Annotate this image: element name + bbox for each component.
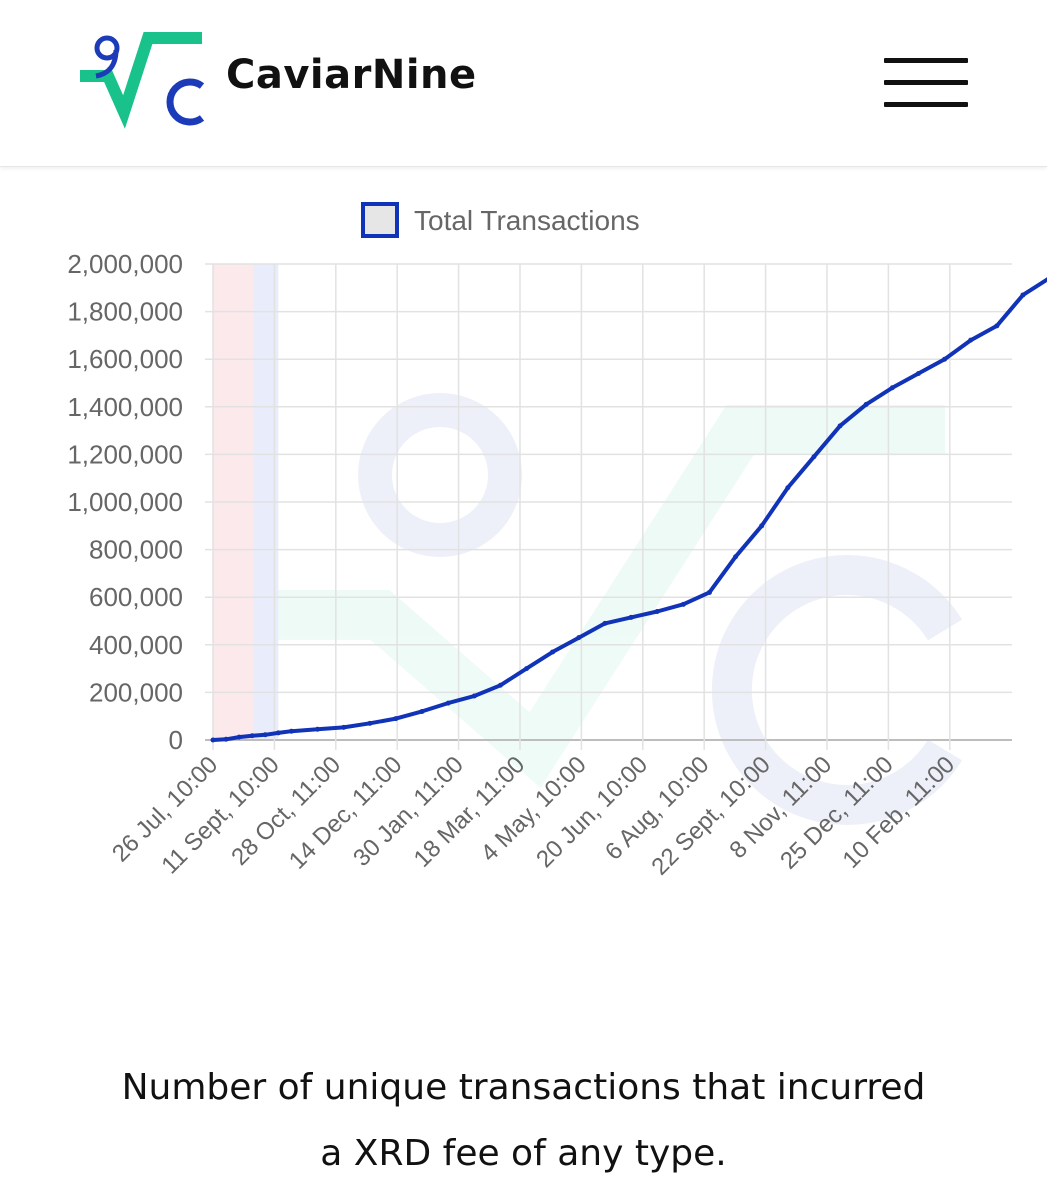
data-point — [837, 423, 843, 429]
brand-name[interactable]: CaviarNine — [226, 52, 477, 98]
data-point — [654, 608, 660, 614]
data-point — [706, 589, 712, 595]
caviarnine-logo-icon[interactable] — [78, 30, 208, 132]
data-point — [602, 620, 608, 626]
y-tick-label: 400,000 — [89, 630, 183, 660]
site-header: CaviarNine — [0, 0, 1047, 167]
data-point — [942, 356, 948, 362]
y-tick-label: 1,600,000 — [67, 344, 183, 374]
chart-container: 2,000,000 1,800,000 1,600,000 1,400,000 1,20… — [0, 190, 1047, 980]
data-point — [733, 554, 739, 560]
data-point — [471, 693, 477, 699]
legend-label: Total Transactions — [414, 205, 640, 236]
caption-line-1: Number of unique transactions that incur… — [121, 1067, 926, 1108]
y-tick-label: 200,000 — [89, 677, 183, 707]
data-point — [341, 724, 347, 730]
x-tick-label: 26 Jul, 10:00 — [107, 751, 223, 867]
data-point — [550, 649, 556, 655]
data-point — [497, 682, 503, 688]
y-tick-label: 800,000 — [89, 535, 183, 565]
data-point — [759, 523, 765, 529]
transactions-chart: 2,000,000 1,800,000 1,600,000 1,400,000 1,20… — [67, 202, 1047, 881]
data-point — [994, 323, 1000, 329]
y-tick-label: 1,800,000 — [67, 297, 183, 327]
y-tick-label: 1,400,000 — [67, 392, 183, 422]
y-tick-label: 2,000,000 — [67, 249, 183, 279]
data-point — [863, 401, 869, 407]
y-tick-label: 600,000 — [89, 582, 183, 612]
data-point — [968, 337, 974, 343]
y-tick-label: 1,000,000 — [67, 487, 183, 517]
data-point — [249, 733, 255, 739]
data-point — [680, 601, 686, 607]
data-point — [785, 485, 791, 491]
data-point — [288, 728, 294, 734]
caption-line-2: a XRD fee of any type. — [320, 1133, 727, 1174]
data-point — [811, 454, 817, 460]
data-point — [367, 720, 373, 726]
data-point — [628, 614, 634, 620]
chart-caption: Number of unique transactions that incur… — [40, 1055, 1007, 1187]
data-point — [576, 635, 582, 641]
data-point — [915, 370, 921, 376]
watermark-logo-icon — [262, 393, 963, 825]
data-point — [393, 716, 399, 722]
data-point — [315, 726, 321, 732]
total-transactions-line — [212, 277, 1047, 742]
hamburger-menu-icon[interactable] — [884, 56, 968, 110]
data-point — [275, 730, 281, 736]
data-point — [889, 385, 895, 391]
y-tick-label: 0 — [169, 725, 183, 755]
data-point — [236, 734, 242, 740]
data-point — [419, 708, 425, 714]
data-point — [223, 736, 229, 742]
data-point — [524, 666, 530, 672]
data-point — [262, 732, 268, 738]
y-tick-label: 1,200,000 — [67, 439, 183, 469]
data-point — [1020, 292, 1026, 298]
data-point — [445, 700, 451, 706]
data-point — [210, 737, 216, 743]
legend-swatch — [361, 202, 399, 238]
